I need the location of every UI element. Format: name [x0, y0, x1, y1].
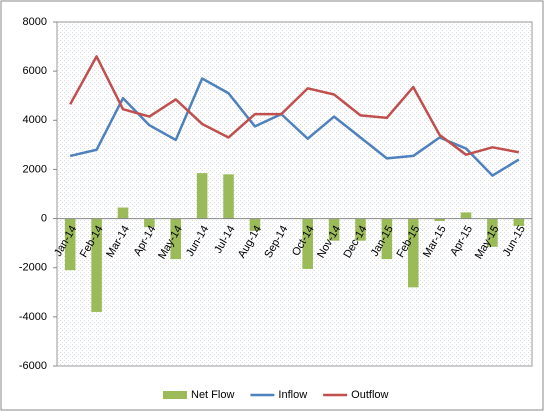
bar [355, 218, 366, 241]
bar [223, 174, 234, 219]
bar [434, 218, 445, 222]
legend-label: Inflow [278, 389, 307, 401]
line [69, 55, 520, 156]
bar [328, 218, 340, 241]
y-tick-label: -4000 [19, 311, 47, 323]
y-tick-label: 4000 [23, 114, 47, 126]
legend-swatch [163, 391, 187, 399]
y-tick-label: 6000 [23, 65, 47, 77]
plot-area [56, 21, 533, 367]
legend-label: Outflow [351, 389, 388, 401]
bar [302, 218, 313, 269]
bar [91, 218, 102, 312]
bar [487, 218, 498, 247]
y-tick-label: 2000 [23, 163, 47, 175]
y-tick-label: 8000 [23, 16, 47, 28]
bar [117, 207, 129, 219]
bar [381, 218, 393, 260]
y-tick-label: 0 [41, 212, 47, 224]
bar [170, 218, 182, 260]
y-tick-label: -6000 [19, 360, 47, 372]
bar [460, 212, 472, 219]
bar [407, 218, 419, 288]
y-tick-label: -2000 [19, 262, 47, 274]
legend-label: Net Flow [191, 389, 234, 401]
bar [144, 218, 155, 228]
bar [513, 218, 525, 226]
bar [249, 218, 261, 231]
bar [196, 173, 208, 219]
bar [64, 218, 76, 271]
